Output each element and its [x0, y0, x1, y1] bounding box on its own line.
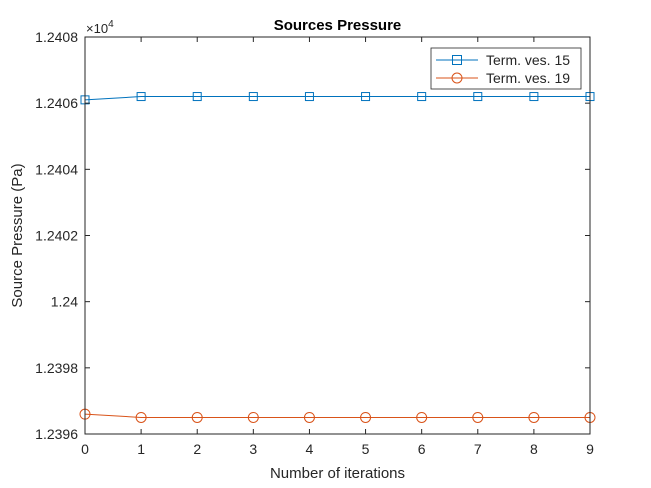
legend-label-term-ves-19: Term. ves. 19 — [486, 70, 570, 86]
y-axis-label: Source Pressure (Pa) — [9, 163, 26, 307]
chart-title: Sources Pressure — [274, 17, 402, 34]
legend-circle-marker — [451, 72, 463, 84]
x-tick-label: 7 — [474, 441, 482, 457]
data-point-circle — [416, 411, 428, 423]
data-point-circle — [247, 411, 259, 423]
y-exponent-base: ×10 — [86, 21, 108, 36]
data-point-square — [529, 92, 539, 102]
y-tick-label: 1.2402 — [35, 228, 78, 244]
series-line-term-ves-19 — [84, 413, 590, 418]
data-point-circle — [303, 411, 315, 423]
data-point-circle — [472, 411, 484, 423]
y-tick-label: 1.2406 — [35, 95, 78, 111]
data-point-square — [417, 92, 427, 102]
data-point-circle — [135, 411, 147, 423]
series-line-term-ves-15 — [84, 96, 590, 101]
legend-square-marker — [452, 55, 462, 65]
y-tick-label: 1.24 — [51, 294, 78, 310]
x-tick-label: 2 — [193, 441, 201, 457]
series-term-ves-19 — [79, 408, 596, 423]
data-point-circle — [360, 411, 372, 423]
x-tick-label: 0 — [81, 441, 89, 457]
y-tick-label: 1.2398 — [35, 360, 78, 376]
data-point-square — [136, 92, 146, 102]
plot-area — [85, 37, 590, 434]
legend: Term. ves. 15 Term. ves. 19 — [430, 47, 582, 90]
y-exponent-power: 4 — [108, 19, 114, 30]
x-tick-label: 8 — [530, 441, 538, 457]
y-tick-label: 1.2404 — [35, 161, 78, 177]
data-point-square — [473, 92, 483, 102]
x-tick-label: 9 — [586, 441, 594, 457]
series-layer — [79, 92, 596, 423]
x-tick-label: 3 — [249, 441, 257, 457]
y-tick-label: 1.2396 — [35, 426, 78, 442]
x-tick-label: 4 — [306, 441, 314, 457]
data-point-circle — [191, 411, 203, 423]
data-point-square — [304, 92, 314, 102]
legend-box — [430, 47, 582, 90]
y-exponent-label: ×104 — [86, 19, 114, 36]
data-point-circle — [528, 411, 540, 423]
x-ticks: 0 1 2 3 4 5 6 7 8 9 — [81, 37, 594, 457]
series-term-ves-15 — [80, 92, 595, 105]
x-tick-label: 6 — [418, 441, 426, 457]
x-axis-label: Number of iterations — [270, 465, 405, 482]
data-point-square — [192, 92, 202, 102]
legend-label-term-ves-15: Term. ves. 15 — [486, 52, 570, 68]
y-ticks: 1.2396 1.2398 1.24 1.2402 1.2404 1.2406 1.2408 — [35, 29, 590, 442]
y-tick-label: 1.2408 — [35, 29, 78, 45]
x-tick-label: 5 — [362, 441, 370, 457]
data-point-square — [361, 92, 371, 102]
x-tick-label: 1 — [137, 441, 145, 457]
data-point-square — [248, 92, 258, 102]
